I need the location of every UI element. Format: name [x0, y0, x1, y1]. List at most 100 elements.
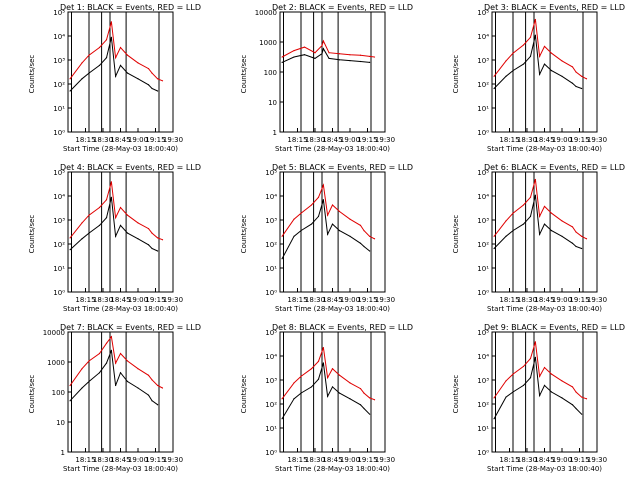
data-point: [529, 196, 532, 198]
data-point: [369, 413, 371, 415]
data-point: [543, 366, 546, 369]
data-point: [314, 57, 316, 59]
y-tick-label: 10⁰: [477, 449, 489, 457]
data-point: [543, 63, 546, 65]
y-tick-label: 10⁰: [265, 289, 277, 297]
data-point: [321, 45, 323, 47]
data-point: [581, 87, 583, 90]
data-point: [493, 87, 495, 90]
y-tick-label: 10¹: [477, 425, 489, 433]
data-point: [137, 222, 139, 224]
y-axis-label: Counts/sec: [28, 215, 36, 254]
x-tick-label: 18:45: [110, 136, 130, 144]
data-point: [317, 360, 320, 362]
data-point: [281, 398, 283, 400]
panel-title: Det 1: BLACK = Events, RED = LLD: [60, 3, 201, 12]
x-tick-label: 18:45: [322, 296, 342, 304]
data-point: [157, 250, 159, 252]
y-tick-label: 10²: [477, 401, 489, 409]
data-point: [317, 196, 320, 198]
data-point: [359, 224, 362, 226]
data-point: [126, 214, 129, 216]
data-point: [322, 48, 324, 50]
plot-frame: [67, 331, 174, 453]
y-tick-label: 10³: [53, 57, 65, 65]
x-tick-label: 18:45: [322, 136, 342, 144]
y-tick-label: 10⁰: [53, 129, 65, 137]
data-point: [543, 223, 546, 225]
data-point: [303, 46, 306, 48]
data-point: [369, 250, 371, 252]
data-point: [321, 53, 323, 55]
x-tick-label: 19:30: [163, 456, 183, 464]
detector-panel-1: Det 1: BLACK = Events, RED = LLD 10⁰ 10¹ 10…: [28, 3, 201, 153]
data-point: [534, 18, 537, 21]
data-point: [512, 52, 514, 54]
data-point: [550, 391, 553, 393]
data-point: [369, 61, 371, 63]
data-point: [585, 398, 588, 400]
data-point: [81, 62, 83, 64]
data-point: [571, 386, 574, 388]
data-point: [571, 404, 574, 406]
plot-frame: [279, 11, 386, 133]
x-tick-label: 19:00: [340, 136, 360, 144]
data-point: [575, 85, 577, 88]
data-point: [539, 394, 541, 397]
data-point: [88, 54, 90, 56]
y-tick-label: 10⁴: [265, 353, 277, 361]
x-tick-label: 18:15: [75, 456, 95, 464]
data-point: [493, 75, 495, 77]
data-point: [327, 377, 329, 379]
data-point: [110, 349, 112, 351]
data-point: [529, 377, 532, 379]
data-point: [119, 46, 122, 49]
x-tick-label: 18:30: [305, 296, 325, 304]
y-tick-label: 10: [268, 99, 277, 107]
data-point: [105, 199, 108, 201]
data-point: [543, 384, 546, 386]
data-point: [363, 392, 365, 394]
data-point: [115, 384, 117, 387]
y-tick-label: 10⁵: [265, 169, 277, 177]
x-tick-label: 18:15: [287, 136, 307, 144]
y-tick-label: 1: [273, 129, 277, 137]
plot-frame: [491, 11, 598, 133]
data-point: [300, 392, 302, 394]
data-point: [581, 235, 583, 237]
data-point: [369, 55, 371, 58]
data-point: [575, 407, 577, 410]
data-point: [69, 384, 71, 387]
data-point: [534, 356, 537, 358]
x-tick-label: 19:30: [375, 456, 395, 464]
data-point: [115, 235, 117, 237]
data-point: [293, 218, 295, 220]
data-point: [328, 57, 330, 59]
data-point: [373, 56, 376, 58]
data-point: [81, 387, 83, 389]
y-tick-label: 10¹: [265, 425, 277, 433]
y-tick-label: 10⁵: [477, 329, 489, 337]
data-point: [539, 375, 541, 377]
y-tick-label: 10²: [477, 241, 489, 249]
data-point: [571, 242, 574, 244]
y-tick-label: 10⁴: [477, 193, 489, 201]
data-point: [110, 36, 112, 38]
data-point: [310, 223, 313, 225]
x-tick-label: 18:15: [499, 296, 519, 304]
detector-panel-2: Det 2: BLACK = Events, RED = LLD 1 10 100 10…: [240, 3, 413, 153]
data-point: [314, 52, 316, 54]
y-tick-label: 10¹: [53, 105, 65, 113]
y-tick-label: 10: [56, 419, 65, 427]
x-axis-label: Start Time (28-May-03 18:00:40): [275, 305, 390, 313]
data-point: [88, 380, 90, 383]
data-point: [157, 78, 159, 80]
data-point: [88, 72, 90, 74]
data-point: [157, 384, 159, 387]
data-point: [493, 247, 495, 250]
y-tick-label: 10²: [265, 241, 277, 249]
x-tick-label: 19:00: [340, 456, 360, 464]
data-point: [310, 386, 313, 388]
x-tick-label: 18:15: [287, 456, 307, 464]
